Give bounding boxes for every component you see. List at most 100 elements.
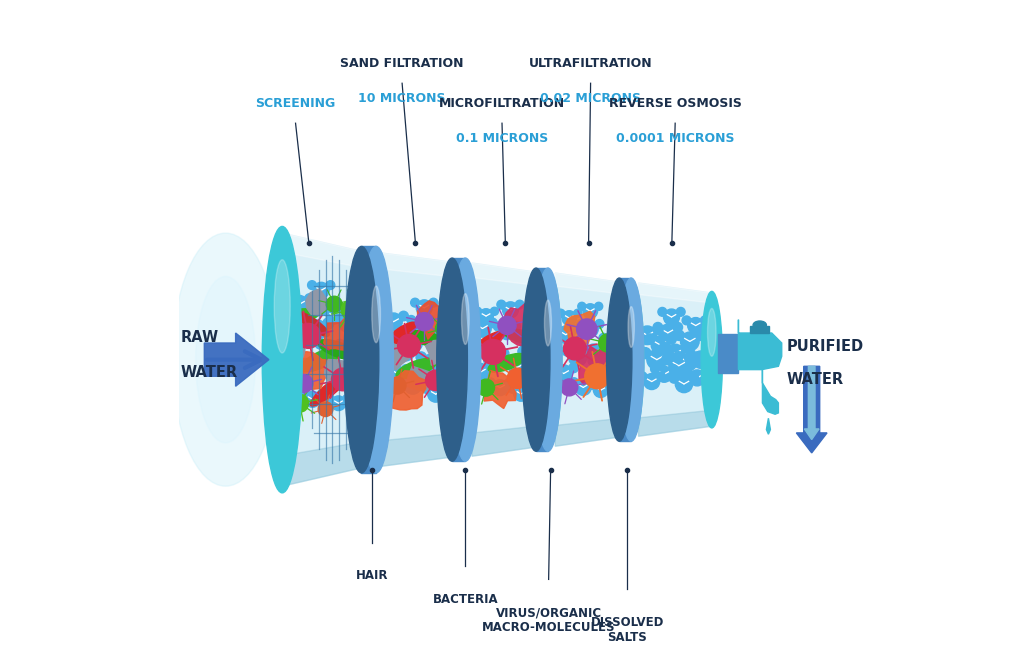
Text: RAW: RAW <box>180 330 218 345</box>
Circle shape <box>498 316 516 334</box>
Polygon shape <box>564 311 595 345</box>
Text: SCREENING: SCREENING <box>255 97 336 110</box>
Circle shape <box>486 378 496 387</box>
Circle shape <box>404 377 422 394</box>
Circle shape <box>418 375 427 385</box>
Circle shape <box>588 356 598 366</box>
Circle shape <box>492 380 508 396</box>
Circle shape <box>385 313 402 330</box>
Polygon shape <box>283 441 369 486</box>
Ellipse shape <box>753 321 766 329</box>
Polygon shape <box>406 366 432 391</box>
Circle shape <box>645 334 655 344</box>
Circle shape <box>477 348 487 359</box>
Ellipse shape <box>274 260 290 353</box>
Circle shape <box>659 324 677 342</box>
Ellipse shape <box>451 258 480 461</box>
Circle shape <box>326 280 335 290</box>
Circle shape <box>291 296 308 313</box>
FancyArrow shape <box>805 366 819 440</box>
Polygon shape <box>285 340 305 364</box>
Ellipse shape <box>196 276 256 443</box>
Circle shape <box>579 342 589 352</box>
Circle shape <box>505 378 514 387</box>
Ellipse shape <box>488 354 526 372</box>
Circle shape <box>339 316 355 332</box>
Circle shape <box>452 360 460 368</box>
Ellipse shape <box>628 306 635 348</box>
Circle shape <box>571 324 581 334</box>
Circle shape <box>417 300 432 316</box>
Circle shape <box>669 356 689 376</box>
Ellipse shape <box>396 358 437 378</box>
Polygon shape <box>484 370 516 408</box>
Ellipse shape <box>462 294 469 344</box>
Ellipse shape <box>522 268 550 452</box>
Text: DISSOLVED
SALTS: DISSOLVED SALTS <box>591 616 664 644</box>
Circle shape <box>522 357 532 366</box>
Circle shape <box>680 354 697 371</box>
Ellipse shape <box>545 300 552 346</box>
Circle shape <box>595 320 604 328</box>
Circle shape <box>670 374 679 383</box>
Ellipse shape <box>701 292 723 428</box>
Circle shape <box>695 330 706 340</box>
Circle shape <box>490 307 499 315</box>
Bar <box>452 258 465 461</box>
Circle shape <box>509 385 516 393</box>
Polygon shape <box>382 253 459 466</box>
Circle shape <box>286 360 304 379</box>
Polygon shape <box>205 333 269 386</box>
Ellipse shape <box>606 278 632 441</box>
Circle shape <box>503 357 512 366</box>
Circle shape <box>632 324 642 334</box>
Text: WATER: WATER <box>180 366 238 380</box>
Text: 10 MICRONS: 10 MICRONS <box>358 91 445 105</box>
Circle shape <box>480 340 506 364</box>
Ellipse shape <box>451 261 480 458</box>
Circle shape <box>640 348 651 358</box>
Circle shape <box>658 308 667 316</box>
Circle shape <box>466 362 475 371</box>
Circle shape <box>334 314 342 323</box>
Circle shape <box>701 368 711 377</box>
Circle shape <box>423 354 441 372</box>
Circle shape <box>276 326 286 335</box>
Circle shape <box>589 382 596 390</box>
Circle shape <box>518 347 526 356</box>
Circle shape <box>318 402 333 416</box>
Bar <box>719 334 738 373</box>
Circle shape <box>706 349 716 359</box>
Circle shape <box>344 376 358 391</box>
Circle shape <box>326 394 334 402</box>
Polygon shape <box>283 233 369 486</box>
Circle shape <box>301 358 311 368</box>
Circle shape <box>515 300 524 309</box>
Circle shape <box>664 309 680 325</box>
Circle shape <box>411 298 420 307</box>
Ellipse shape <box>386 322 417 346</box>
Circle shape <box>304 391 321 408</box>
Polygon shape <box>577 346 607 384</box>
Circle shape <box>557 326 574 344</box>
Circle shape <box>673 322 683 332</box>
Circle shape <box>321 306 330 315</box>
Circle shape <box>307 320 327 340</box>
Circle shape <box>485 362 496 371</box>
Circle shape <box>689 374 698 383</box>
Circle shape <box>322 341 339 358</box>
Circle shape <box>327 296 342 312</box>
Circle shape <box>388 339 399 350</box>
Circle shape <box>473 307 481 315</box>
Ellipse shape <box>280 308 319 324</box>
Circle shape <box>483 350 503 369</box>
Circle shape <box>676 308 685 316</box>
Circle shape <box>551 324 560 334</box>
Circle shape <box>588 378 597 386</box>
Circle shape <box>401 365 410 373</box>
Ellipse shape <box>503 329 539 344</box>
Circle shape <box>568 348 587 366</box>
Ellipse shape <box>409 330 447 347</box>
Circle shape <box>653 322 663 332</box>
Circle shape <box>685 354 696 365</box>
